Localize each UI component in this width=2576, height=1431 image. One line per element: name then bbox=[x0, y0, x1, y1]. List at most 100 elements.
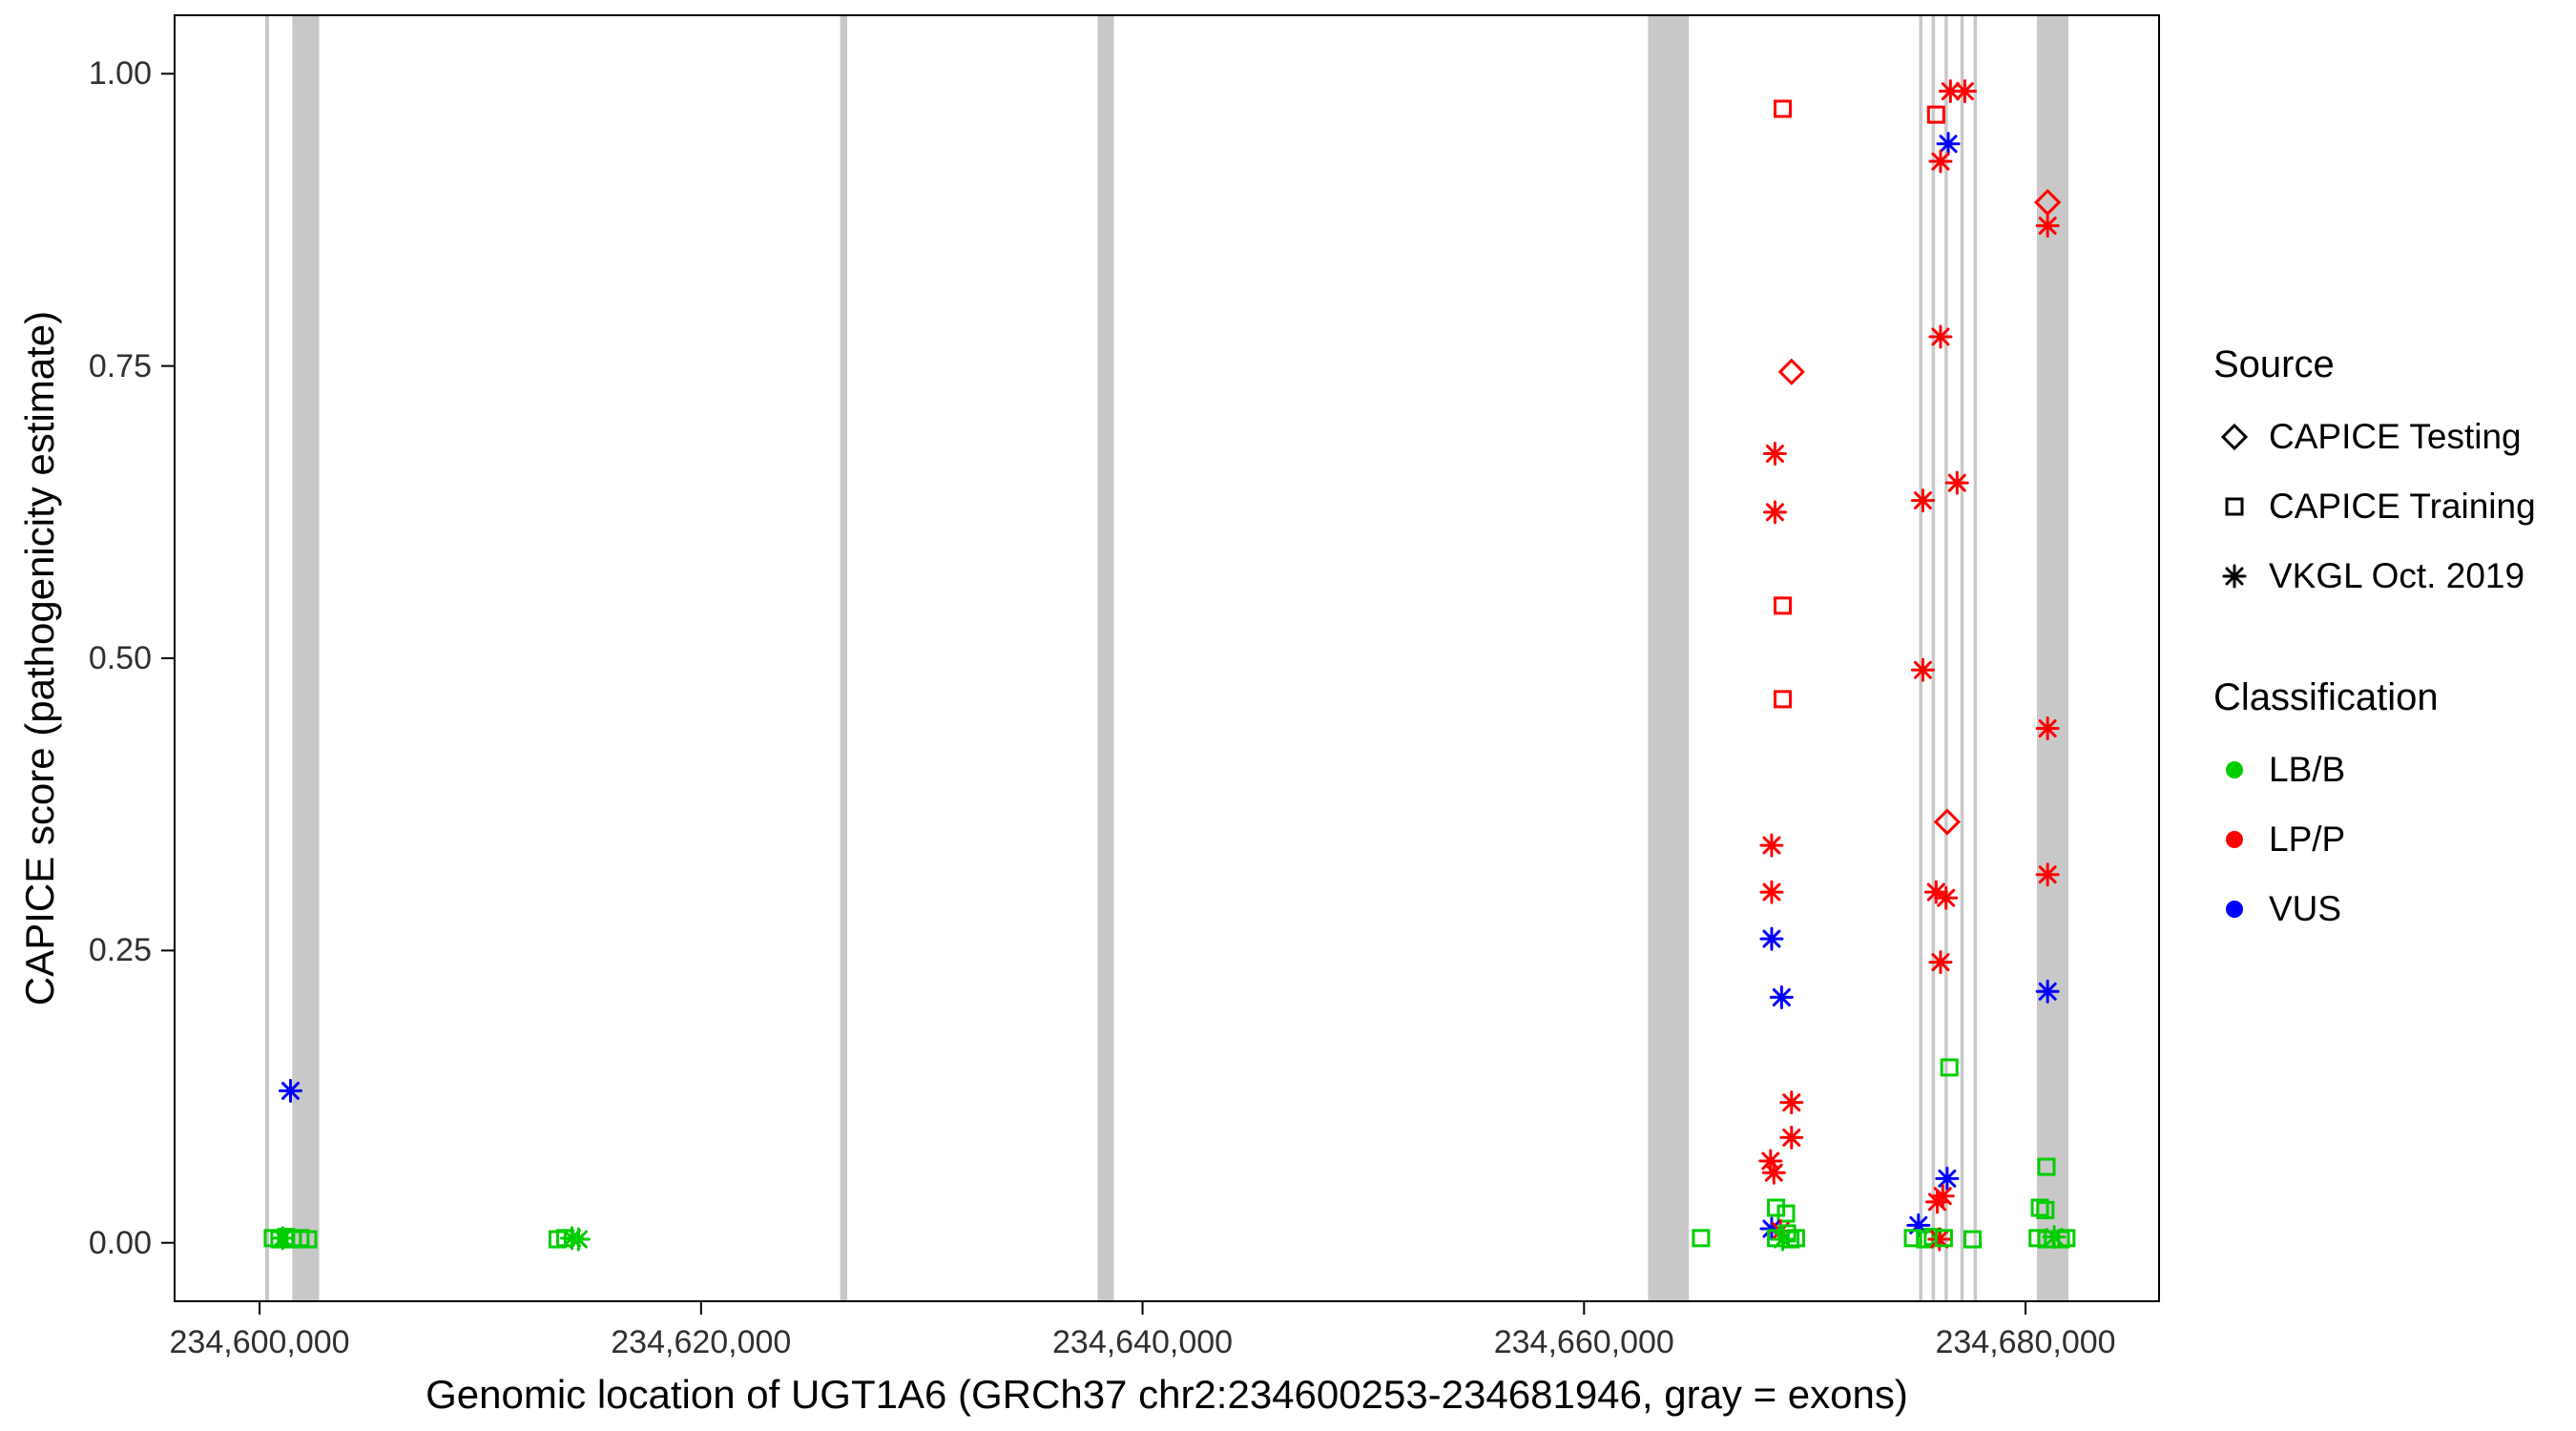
legend-item-label: VKGL Oct. 2019 bbox=[2269, 556, 2525, 595]
asterisk-icon bbox=[2213, 555, 2255, 597]
legend-item-lbb: LB/B bbox=[2213, 746, 2566, 794]
data-point bbox=[1777, 358, 1805, 385]
data-point bbox=[1692, 1229, 1711, 1248]
data-point bbox=[1774, 99, 1793, 118]
exon-bar bbox=[1097, 15, 1114, 1301]
data-point bbox=[2035, 862, 2060, 887]
data-point bbox=[1761, 1160, 1786, 1185]
data-point bbox=[1923, 880, 1948, 904]
legend-item-label: CAPICE Training bbox=[2269, 487, 2536, 526]
legend-item-vus: VUS bbox=[2213, 885, 2566, 933]
legend: Source CAPICE Testing CAPICE Training VK… bbox=[2213, 343, 2566, 933]
data-point bbox=[1759, 880, 1784, 904]
exon-bar bbox=[1960, 15, 1964, 1301]
data-point bbox=[1936, 132, 1961, 156]
x-tick-label: 234,620,000 bbox=[611, 1324, 792, 1360]
data-point bbox=[2030, 1198, 2049, 1217]
data-point bbox=[2035, 214, 2060, 238]
legend-item-lpp: LP/P bbox=[2213, 816, 2566, 863]
data-point bbox=[278, 1078, 302, 1103]
x-axis-title: Genomic location of UGT1A6 (GRCh37 chr2:… bbox=[426, 1372, 1908, 1417]
x-tick-label: 234,680,000 bbox=[1935, 1324, 2116, 1360]
data-point bbox=[1934, 1229, 1953, 1248]
data-point bbox=[1758, 1149, 1783, 1173]
data-point bbox=[270, 1226, 295, 1251]
legend-source-title: Source bbox=[2213, 343, 2335, 385]
data-point bbox=[1924, 1190, 1949, 1214]
data-point bbox=[1938, 79, 1963, 104]
data-point bbox=[2037, 1157, 2056, 1176]
y-tick-label: 0.25 bbox=[88, 932, 152, 969]
data-point bbox=[1759, 926, 1784, 951]
data-point bbox=[1762, 442, 1787, 467]
y-tick-label: 0.75 bbox=[88, 347, 152, 384]
data-point bbox=[2035, 979, 2060, 1004]
data-point bbox=[1935, 1166, 1960, 1191]
data-point bbox=[566, 1227, 591, 1252]
diamond-icon bbox=[2213, 416, 2255, 458]
data-point bbox=[1903, 1229, 1922, 1248]
data-point bbox=[1928, 950, 1953, 975]
data-point bbox=[1779, 1090, 1804, 1115]
exon-bar bbox=[1973, 15, 1978, 1301]
data-point bbox=[1944, 470, 1969, 495]
y-tick-label: 1.00 bbox=[88, 55, 152, 93]
exon-bar bbox=[840, 15, 847, 1301]
data-point bbox=[1910, 488, 1935, 513]
data-point bbox=[1933, 808, 1962, 836]
data-point bbox=[1927, 1227, 1952, 1252]
data-point bbox=[1934, 885, 1959, 910]
legend-classification-items: LB/B LP/P VUS bbox=[2213, 746, 2566, 933]
legend-item-capice-training: CAPICE Training bbox=[2213, 483, 2566, 530]
data-point bbox=[2035, 716, 2060, 741]
data-point bbox=[1910, 657, 1935, 682]
data-point bbox=[1762, 500, 1787, 525]
data-point bbox=[2034, 188, 2062, 217]
x-tick-label: 234,600,000 bbox=[169, 1324, 350, 1360]
data-point bbox=[1759, 1216, 1784, 1241]
exon-bar bbox=[1931, 15, 1936, 1301]
legend-item-vkgl: VKGL Oct. 2019 bbox=[2213, 552, 2566, 600]
y-tick-label: 0.50 bbox=[88, 640, 152, 676]
legend-source-items: CAPICE Testing CAPICE Training VKGL Oct.… bbox=[2213, 413, 2566, 600]
data-point bbox=[1963, 1230, 1982, 1249]
data-point bbox=[1926, 105, 1945, 124]
data-point bbox=[299, 1230, 318, 1249]
data-point bbox=[1786, 1229, 1805, 1248]
square-icon bbox=[2213, 486, 2255, 528]
legend-item-capice-testing: CAPICE Testing bbox=[2213, 413, 2566, 461]
data-point bbox=[1906, 1213, 1931, 1237]
legend-item-label: LB/B bbox=[2269, 750, 2346, 789]
x-tick-label: 234,660,000 bbox=[1493, 1324, 1674, 1360]
data-point bbox=[1779, 1125, 1804, 1150]
legend-source-section: Source CAPICE Testing CAPICE Training VK… bbox=[2213, 343, 2566, 600]
exon-bar bbox=[1919, 15, 1922, 1301]
data-point bbox=[1769, 985, 1794, 1009]
y-tick-label: 0.00 bbox=[88, 1224, 152, 1261]
data-point bbox=[1767, 1198, 1786, 1217]
legend-item-label: CAPICE Testing bbox=[2269, 417, 2522, 456]
exon-bar bbox=[264, 15, 270, 1301]
data-point bbox=[1759, 833, 1784, 858]
data-point bbox=[1952, 79, 1977, 104]
data-point bbox=[2036, 1200, 2055, 1219]
data-point bbox=[1776, 1204, 1796, 1223]
data-point bbox=[1774, 596, 1793, 615]
green-dot-icon bbox=[2213, 749, 2255, 791]
data-point bbox=[1940, 1058, 1959, 1077]
red-dot-icon bbox=[2213, 819, 2255, 861]
legend-item-label: LP/P bbox=[2269, 819, 2346, 859]
legend-classification-title: Classification bbox=[2213, 676, 2439, 718]
legend-classification-section: Classification LB/B LP/P VUS bbox=[2213, 676, 2566, 933]
legend-item-label: VUS bbox=[2269, 889, 2342, 928]
exon-bar bbox=[1648, 15, 1690, 1301]
blue-dot-icon bbox=[2213, 888, 2255, 930]
exon-bar bbox=[292, 15, 320, 1301]
data-point bbox=[2057, 1229, 2076, 1248]
exon-bar bbox=[1944, 15, 1948, 1301]
x-tick-label: 234,640,000 bbox=[1052, 1324, 1234, 1360]
panel-border bbox=[174, 14, 2160, 1302]
data-point bbox=[1774, 690, 1793, 709]
